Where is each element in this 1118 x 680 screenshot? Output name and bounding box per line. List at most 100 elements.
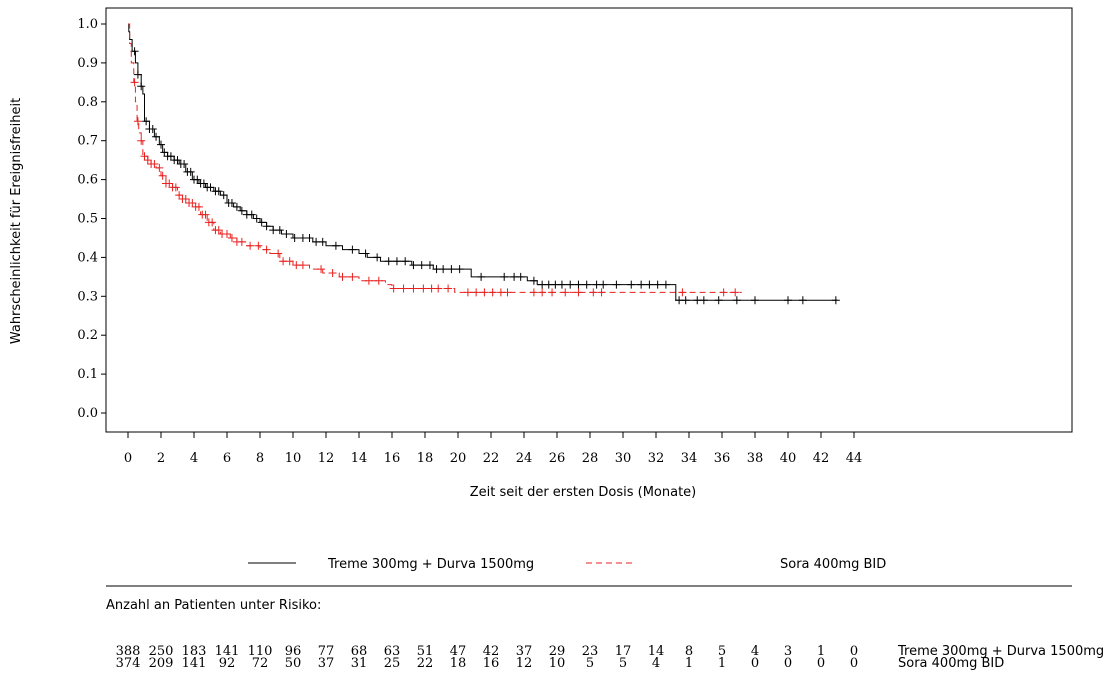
risk-cell: 37 [317,656,335,671]
censor-mark [401,257,410,266]
censor-mark [488,288,497,297]
censor-mark [439,265,448,274]
censor-mark [463,288,472,297]
censor-mark [455,265,464,274]
censor-mark [529,288,538,297]
risk-cell: 16 [482,656,500,671]
censor-mark [142,117,151,126]
risk-cell: 25 [383,656,401,671]
x-tick-label: 6 [223,451,231,466]
censor-mark [732,296,741,305]
risk-row-sora: Sora 400mg BID 374 209 141 92 72 50 37 31 25 22 18… [0,657,1118,673]
x-axis: 0 2 4 6 8 10 12 14 16 18 20 22 24 26 28 30 32 34 36 38 40 42 4… [124,432,862,466]
censor-mark [194,202,203,211]
censor-mark [180,160,189,169]
censor-mark [699,296,708,305]
y-tick-label: 0.5 [77,212,98,227]
censor-mark [171,183,180,192]
censor-mark [219,191,228,200]
censor-mark [237,237,246,246]
plot-border [105,7,1073,433]
censor-mark [645,280,654,289]
censor-mark [447,265,456,274]
x-tick-label: 40 [780,451,797,466]
x-tick-label: 4 [190,451,198,466]
censor-mark [364,276,373,285]
censor-mark [305,233,314,242]
censor-mark [681,296,690,305]
censor-mark [561,288,570,297]
risk-cell: 18 [449,656,467,671]
censor-mark [237,206,246,215]
censor-mark [419,284,428,293]
x-tick-label: 26 [549,451,566,466]
x-tick-label: 2 [157,451,165,466]
x-tick-label: 8 [256,451,264,466]
x-tick-label: 34 [681,451,698,466]
censor-mark [317,265,326,274]
x-tick-label: 38 [747,451,764,466]
censor-mark [731,288,740,297]
risk-cell: 3 [783,644,793,659]
censor-mark [227,198,236,207]
censor-mark [262,222,271,231]
censor-mark [140,152,149,161]
censor-mark [275,226,284,235]
y-tick-label: 0.6 [77,173,98,188]
risk-cell: 1 [717,656,727,671]
censor-mark [130,78,139,87]
x-tick-label: 28 [582,451,599,466]
censor-mark [637,280,646,289]
x-tick-label: 44 [846,451,863,466]
risk-cell: 4 [651,656,661,671]
censor-mark [798,296,807,305]
censor-mark [328,268,337,277]
risk-cell: 110 [247,644,273,659]
risk-cell: 0 [750,656,760,671]
risk-cell: 47 [449,644,467,659]
censor-mark [232,202,241,211]
censor-mark [188,198,197,207]
y-tick-label: 0.3 [77,289,98,304]
risk-cell: 14 [647,644,665,659]
risk-cell: 374 [115,656,141,671]
censor-mark [152,132,161,141]
risk-cell: 209 [148,656,174,671]
risk-cell: 72 [251,656,269,671]
risk-cell: 12 [515,656,533,671]
censor-mark [257,218,266,227]
risk-cell: 63 [383,644,401,659]
censor-mark [361,249,370,258]
risk-cell: 31 [350,656,368,671]
censor-mark [150,160,159,169]
y-tick-label: 0.7 [77,134,98,149]
censor-mark [719,288,728,297]
risk-cell: 141 [214,644,240,659]
censor-mark [166,152,175,161]
censor-mark [137,82,146,91]
censor-mark [201,210,210,219]
y-tick-label: 0.2 [77,328,98,343]
x-tick-label: 10 [285,451,302,466]
censor-mark [627,280,636,289]
censor-mark [589,288,598,297]
censor-mark [193,175,202,184]
risk-cell: 10 [548,656,566,671]
censor-mark [538,288,547,297]
risk-cell: 141 [181,656,207,671]
risk-row-label: Sora 400mg BID [898,656,1005,671]
risk-cell: 96 [284,644,302,659]
censor-mark [290,233,299,242]
censor-mark [389,284,398,293]
censor-mark [252,214,261,223]
risk-cell: 42 [482,644,500,659]
risk-cell: 23 [581,644,599,659]
censor-mark [409,261,418,270]
censor-mark [472,288,481,297]
censor-mark [262,245,271,254]
x-tick-label: 42 [813,451,830,466]
censor-mark [392,257,401,266]
censor-mark [500,272,509,281]
x-tick-label: 18 [417,451,434,466]
x-tick-label: 32 [648,451,665,466]
